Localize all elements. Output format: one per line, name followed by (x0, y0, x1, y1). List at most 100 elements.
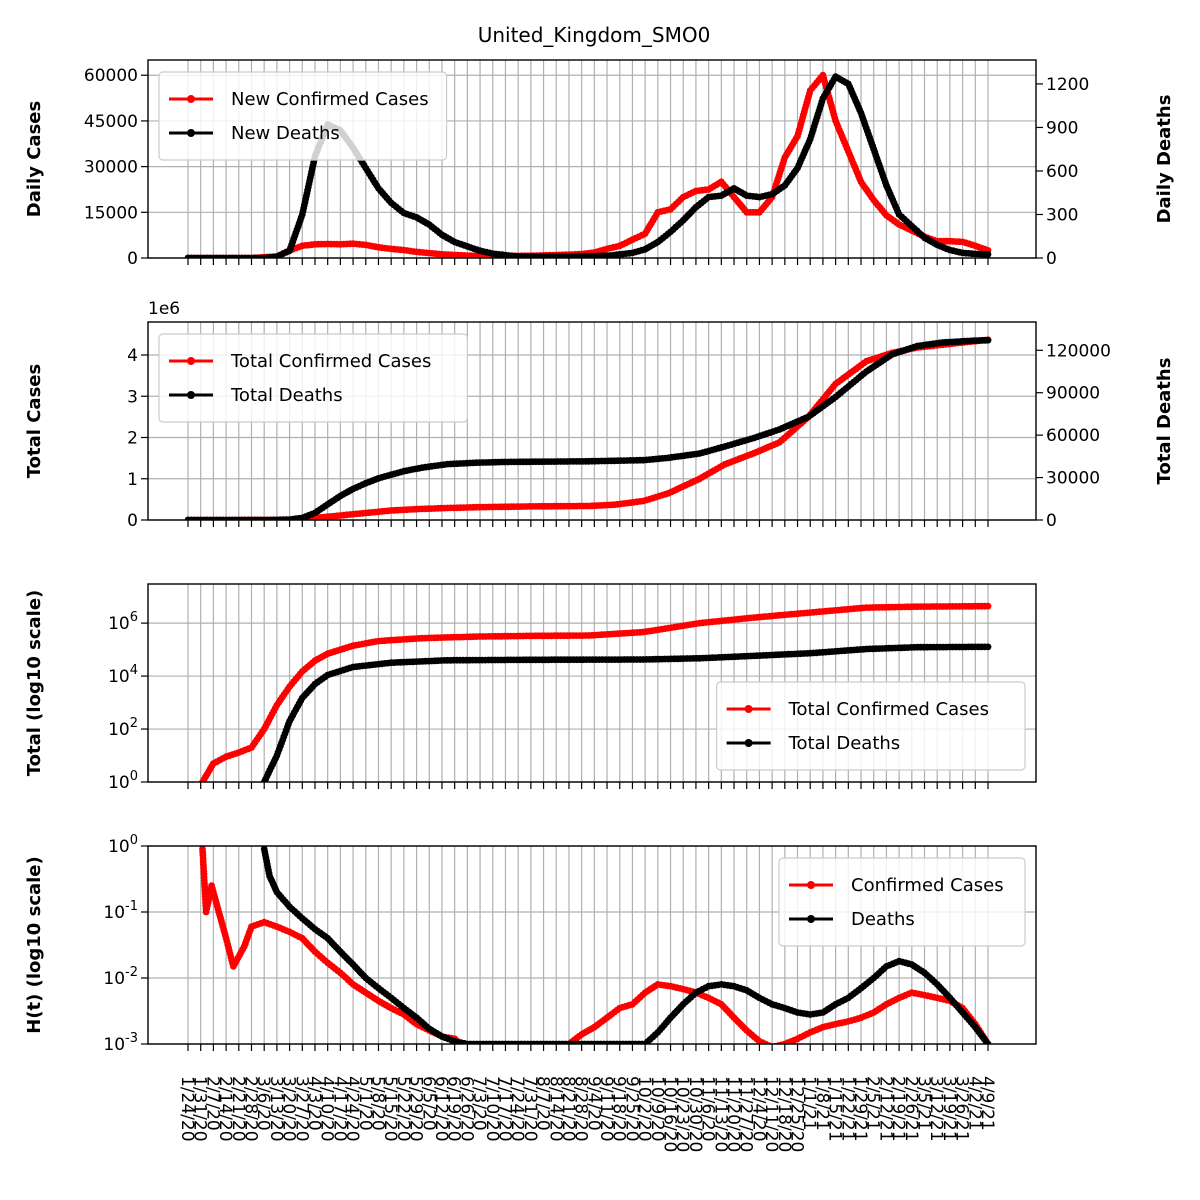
data-point (512, 1061, 519, 1068)
x-tick-label: 5/22/20 (393, 1076, 413, 1142)
x-tick-label: 7/31/20 (520, 1076, 540, 1142)
y-tick-label-right: 120000 (1046, 341, 1111, 361)
y-tick-label: 100 (108, 833, 138, 857)
data-point (534, 1053, 541, 1060)
x-tick-label: 8/7/20 (533, 1076, 553, 1131)
y-tick-label-right: 900 (1046, 118, 1078, 138)
x-tick-label: 10/16/20 (660, 1076, 680, 1152)
series-confirmed-cases (199, 846, 992, 1069)
legend-marker (187, 357, 195, 365)
x-tick-label: 7/3/20 (469, 1076, 489, 1131)
data-point (480, 1061, 487, 1068)
y-tick-label: 100 (108, 769, 138, 793)
x-tick-label: 6/5/20 (418, 1076, 438, 1131)
data-point (521, 1058, 528, 1065)
x-tick-label: 11/13/20 (710, 1076, 730, 1152)
x-tick-label: 3/5/21 (914, 1076, 934, 1131)
x-tick-label: 11/6/20 (698, 1076, 718, 1142)
legend-box (715, 681, 1026, 771)
y-tick-label: 30000 (84, 158, 138, 178)
legend-marker (807, 915, 815, 923)
legend-entry: New Deaths (231, 123, 340, 144)
y-axis-left: 10-3 10-2 10-1 100 (103, 833, 148, 1055)
x-tick-label: 2/19/21 (888, 1076, 908, 1142)
x-tick-label: 10/2/20 (634, 1076, 654, 1142)
y-tick-label: 1 (127, 470, 138, 490)
panel-4: 10-3 10-2 10-1 100 H(t) (log10 scale) Confirm… (24, 833, 1037, 1069)
data-point (508, 1061, 515, 1068)
x-tick-label: 1/31/20 (190, 1076, 210, 1142)
x-tick-label: 10/9/20 (647, 1076, 667, 1142)
x-tick-label: 6/19/20 (444, 1076, 464, 1142)
y-axis-left: 0 15000 30000 45000 60000 (84, 66, 148, 269)
data-point (472, 1056, 479, 1063)
series-new-deaths (184, 73, 992, 258)
x-tick-labels: 1/24/201/31/202/7/202/14/202/21/202/28/2… (177, 1076, 997, 1152)
x-tick-label: 1/15/21 (825, 1076, 845, 1142)
x-tick-label: 8/28/20 (571, 1076, 591, 1142)
x-tick-label: 3/27/20 (291, 1076, 311, 1142)
x-tick-label: 1/24/20 (177, 1076, 197, 1142)
x-tick-label: 2/5/21 (863, 1076, 883, 1131)
x-axis (187, 782, 989, 789)
data-point (531, 1054, 538, 1061)
x-tick-label: 10/30/20 (685, 1076, 705, 1152)
y-tick-label-right: 600 (1046, 162, 1078, 182)
x-tick-label: 4/9/21 (977, 1076, 997, 1131)
legend-marker (744, 739, 753, 747)
y-axis-left: 100 102 104 106 (108, 610, 148, 793)
legend-box (778, 857, 1026, 947)
axes-frame (147, 583, 1037, 783)
x-tick-label: 7/10/20 (482, 1076, 502, 1142)
x-axis (187, 258, 989, 265)
y-offset-label: 1e6 (148, 299, 180, 319)
x-tick-label: 4/2/21 (964, 1076, 984, 1131)
x-tick-label: 5/1/20 (355, 1076, 375, 1131)
x-tick-label: 5/29/20 (406, 1076, 426, 1142)
legend: Total Confirmed Cases Total Deaths (158, 333, 468, 423)
x-tick-label: 1/22/21 (837, 1076, 857, 1142)
x-tick-label: 3/20/20 (279, 1076, 299, 1142)
y-tick-label: 2 (127, 429, 138, 449)
x-tick-label: 2/12/21 (875, 1076, 895, 1142)
x-tick-label: 2/7/20 (202, 1076, 222, 1131)
y-axis-label: H(t) (log10 scale) (24, 856, 45, 1034)
x-tick-label: 3/12/21 (926, 1076, 946, 1142)
data-point (524, 1057, 531, 1064)
y-axis-label: Daily Cases (24, 101, 45, 217)
data-point (550, 1048, 557, 1055)
data-point (984, 336, 992, 344)
data-point (518, 1059, 525, 1066)
x-tick-label: 2/28/20 (240, 1076, 260, 1142)
x-tick-label: 4/10/20 (317, 1076, 337, 1142)
x-tick-label: 2/14/20 (215, 1076, 235, 1142)
x-tick-label: 5/8/20 (367, 1076, 387, 1131)
y-tick-label: 4 (127, 346, 138, 366)
y-tick-label: 45000 (84, 112, 138, 132)
data-point (984, 1040, 992, 1044)
legend-entry: Total Deaths (788, 733, 901, 754)
x-tick-label: 9/11/20 (596, 1076, 616, 1142)
legend-marker (744, 705, 753, 713)
x-tick-label: 7/24/20 (507, 1076, 527, 1142)
data-point (561, 1043, 564, 1044)
x-tick-label: 4/24/20 (342, 1076, 362, 1142)
data-point (543, 1050, 550, 1057)
y-tick-label-right: 30000 (1046, 469, 1100, 489)
y-axis-right: 0 30000 60000 90000 120000 (1036, 341, 1111, 531)
y-tick-label-right: 1200 (1046, 75, 1089, 95)
y-tick-label-right: 0 (1046, 511, 1057, 531)
series-total-deaths (260, 643, 992, 782)
y-axis-label: Total (log10 scale) (24, 590, 45, 777)
legend-entry: New Confirmed Cases (231, 89, 429, 110)
x-tick-label: 12/11/20 (761, 1076, 781, 1152)
x-tick-label: 9/25/20 (621, 1076, 641, 1142)
y-tick-label: 3 (127, 387, 138, 407)
data-point (496, 1062, 503, 1069)
legend-marker (187, 129, 195, 137)
legend: Confirmed Cases Deaths (778, 857, 1026, 947)
y-tick-label-right: 300 (1046, 205, 1078, 225)
axes-frame (147, 845, 1037, 1045)
